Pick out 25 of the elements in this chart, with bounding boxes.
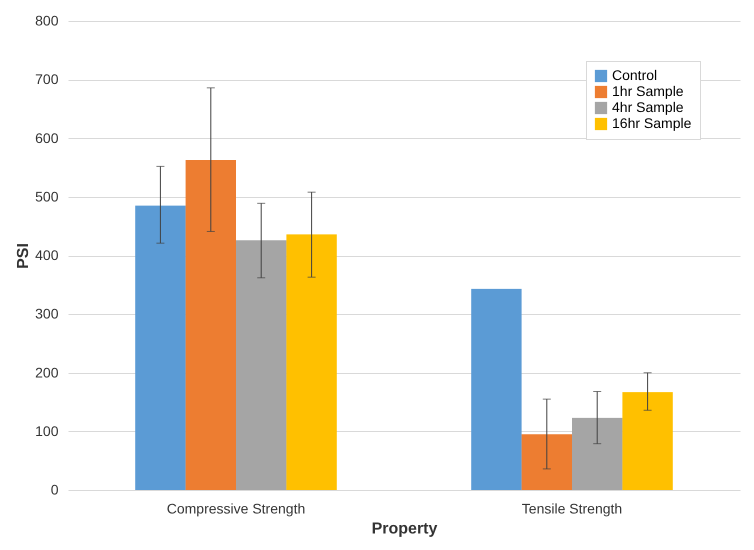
bar (236, 240, 286, 490)
bar (135, 206, 186, 490)
legend-label: Control (612, 67, 658, 83)
y-tick-label: 300 (35, 306, 59, 322)
x-tick-label: Compressive Strength (166, 500, 306, 516)
bar (622, 392, 673, 490)
legend-label: 16hr Sample (612, 115, 692, 131)
x-tick-label: Tensile Strength (522, 500, 622, 516)
y-tick-label: 700 (35, 71, 59, 88)
bar (471, 288, 522, 490)
y-tick-label: 400 (35, 247, 59, 263)
bar (286, 234, 337, 490)
bar (186, 160, 236, 490)
y-tick-label: 800 (35, 12, 59, 28)
y-tick-label: 100 (35, 422, 59, 439)
y-tick-label: 600 (35, 130, 59, 146)
legend-label: 1hr Sample (612, 83, 684, 99)
y-tick-label: 200 (35, 364, 59, 380)
y-tick-label: 500 (35, 188, 59, 204)
y-axis-title: PSI (15, 243, 32, 269)
y-tick-label: 0 (50, 482, 59, 498)
bar (522, 434, 572, 490)
bar (572, 418, 622, 490)
legend-label: 4hr Sample (612, 99, 684, 115)
x-axis-title: Property (372, 520, 438, 538)
